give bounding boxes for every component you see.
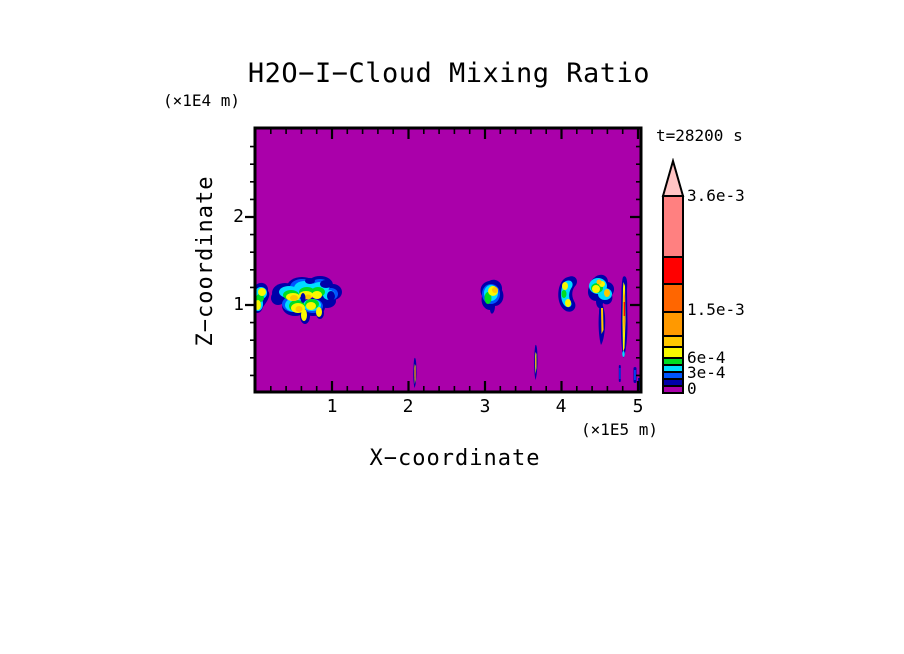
- z-tick-label-1: 1: [233, 294, 244, 315]
- colorbar-tick-label-zero: 0: [687, 379, 697, 398]
- colorbar-overflow-arrow-icon: [661, 158, 685, 197]
- x-axis-unit-label: (×1E5 m): [580, 420, 658, 439]
- cloud-feature-east-fall-streak: [587, 274, 615, 345]
- plot-background: [255, 128, 641, 392]
- colorbar-segments: [662, 195, 684, 394]
- cloud-feature-west-edge: [256, 282, 270, 313]
- z-tick-label-2: 2: [233, 206, 244, 227]
- x-tick-label-5: 5: [632, 396, 644, 417]
- x-tick-label-1: 1: [326, 396, 338, 417]
- z-axis-unit-label: (×1E4 m): [163, 91, 241, 110]
- colorbar-tick-label-max: 3.6e-3: [687, 186, 745, 205]
- x-tick-label-2: 2: [402, 396, 414, 417]
- cloud-feature-west-band: [271, 276, 342, 324]
- z-axis-title: Z−coordinate: [193, 175, 218, 347]
- colorbar-tick-label-6e4: 6e-4: [687, 348, 726, 367]
- x-axis-title: X−coordinate: [369, 446, 541, 471]
- colorbar: [661, 158, 685, 394]
- x-tick-label-4: 4: [555, 396, 567, 417]
- plot-title: H2O−I−Cloud Mixing Ratio: [247, 58, 651, 89]
- x-tick-label-3: 3: [479, 396, 491, 417]
- thin-column-feature-1: [413, 357, 417, 388]
- cloud-feature-central: [480, 279, 504, 314]
- time-annotation: t=28200 s: [656, 126, 743, 145]
- plot-area: [245, 126, 643, 394]
- plot-frame: [253, 126, 643, 394]
- cloud-field: [256, 274, 640, 390]
- colorbar-tick-label-mid: 1.5e-3: [687, 300, 745, 319]
- thin-column-feature-2: [534, 344, 538, 380]
- minor-ticks: [250, 128, 641, 392]
- colorbar-tick-label-3e4: 3e-4: [687, 363, 726, 382]
- cloud-feature-east-crescent: [558, 276, 578, 312]
- east-vertical-streak-feature: [620, 276, 628, 358]
- major-ticks: [245, 128, 641, 392]
